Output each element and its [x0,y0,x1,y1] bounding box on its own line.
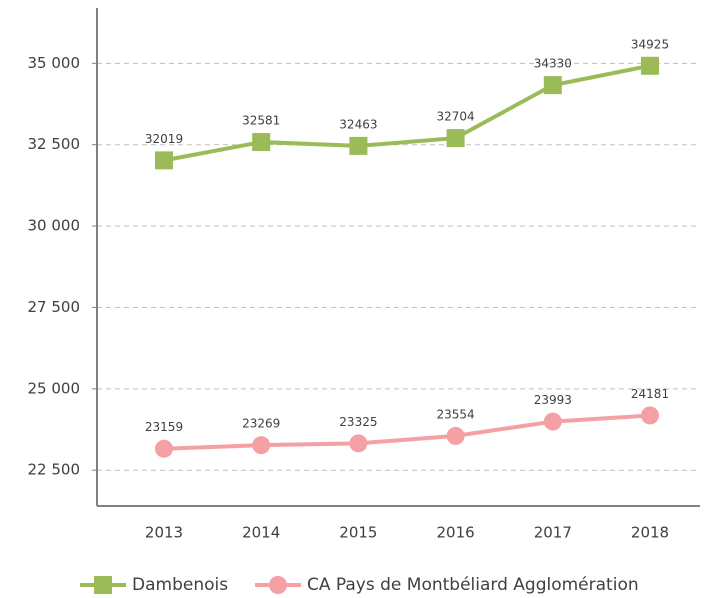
data-label: 32019 [145,132,183,146]
point [155,439,173,458]
x-tick-label: 2014 [242,524,280,542]
y-tick-label: 27 500 [28,298,81,316]
data-label: 23159 [145,420,183,434]
point [641,406,659,425]
data-label: 32704 [437,110,475,124]
legend-label: Dambenois [132,575,228,595]
y-tick-label: 22 500 [28,461,81,479]
data-label: 23993 [534,393,572,407]
legend-marker [269,576,287,594]
data-label: 23325 [339,415,377,429]
point [446,426,465,445]
point [349,136,368,155]
y-tick-label: 32 500 [28,135,81,153]
data-label: 34925 [631,37,669,51]
point [252,133,271,152]
point [252,436,271,455]
data-label: 32581 [242,114,280,128]
x-tick-label: 2017 [534,524,572,542]
data-label: 23554 [437,407,475,421]
x-tick-label: 2013 [145,524,183,542]
y-tick-label: 25 000 [28,379,81,397]
point [543,412,562,431]
y-tick-label: 35 000 [28,54,81,72]
point [155,151,173,170]
data-label: 32463 [339,117,377,131]
point [543,76,562,95]
y-tick-label: 30 000 [28,217,81,235]
data-label: 24181 [631,387,669,401]
point [446,129,465,148]
data-label: 23269 [242,417,280,431]
point [641,56,659,75]
legend-label: CA Pays de Montbéliard Agglomération [307,575,639,595]
x-tick-label: 2016 [437,524,475,542]
data-label: 34330 [534,57,572,71]
series-line [163,413,651,451]
x-tick-label: 2015 [339,524,377,542]
point [349,434,368,453]
legend-marker [94,576,112,594]
x-tick-label: 2018 [631,524,669,542]
series-line [163,63,651,163]
